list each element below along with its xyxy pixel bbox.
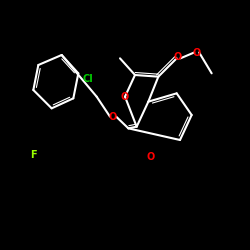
Text: O: O bbox=[192, 48, 201, 58]
Text: O: O bbox=[108, 112, 116, 122]
Text: F: F bbox=[30, 150, 37, 160]
Text: O: O bbox=[174, 52, 182, 62]
Text: Cl: Cl bbox=[83, 74, 94, 84]
Text: O: O bbox=[147, 152, 155, 162]
Text: O: O bbox=[121, 92, 129, 102]
